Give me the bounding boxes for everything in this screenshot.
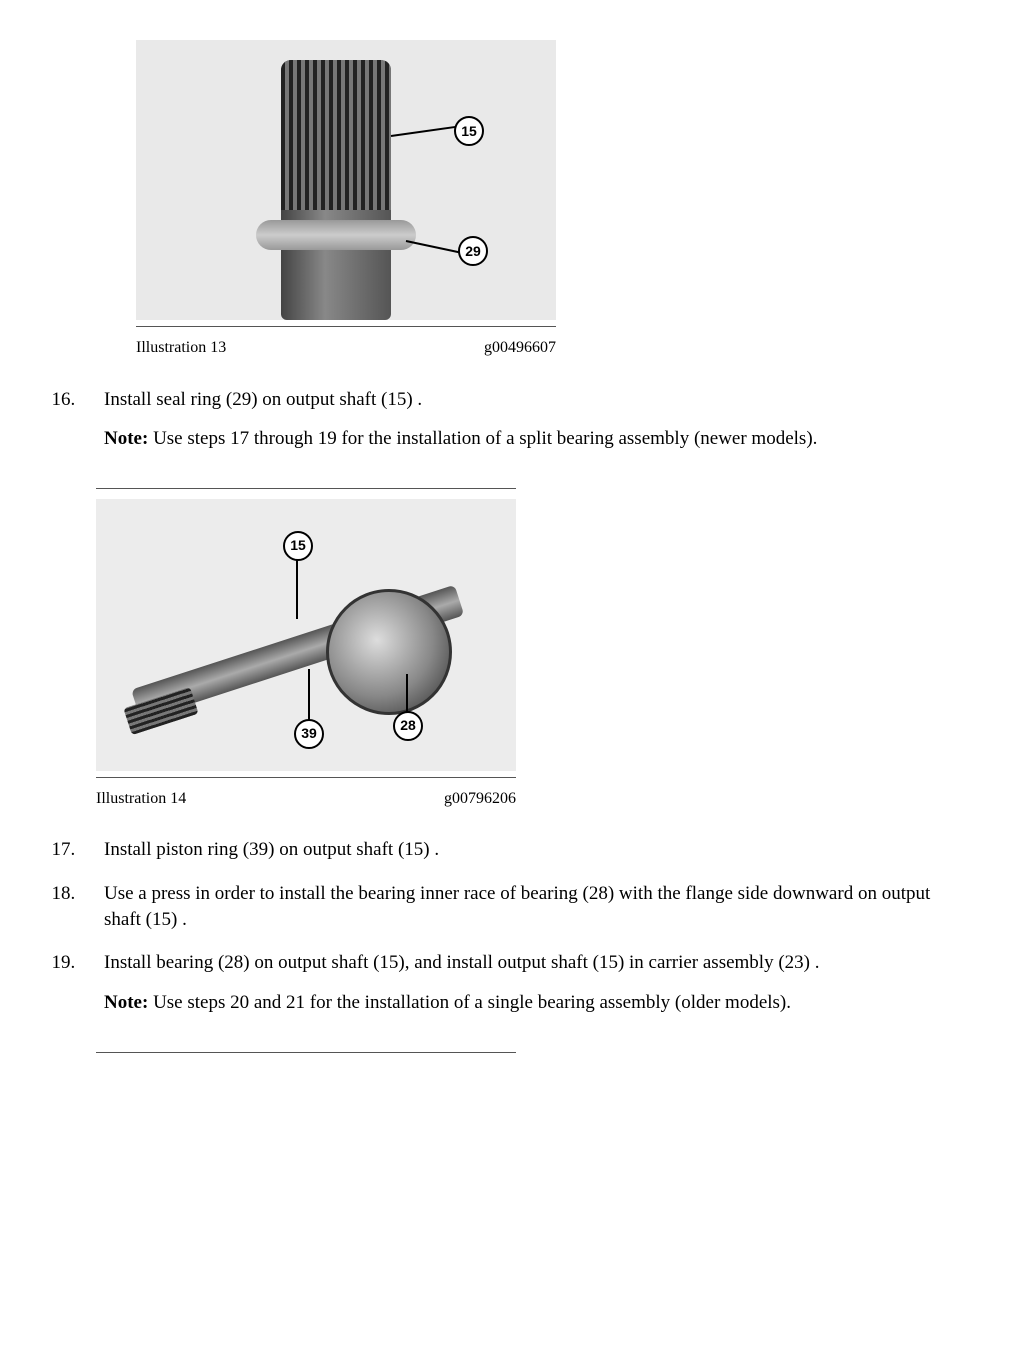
callout-28: 28 [393,711,423,741]
figure-rule [136,326,556,327]
callout-15: 15 [454,116,484,146]
caption-left: Illustration 14 [96,788,186,810]
figure-13-caption: Illustration 13 g00496607 [136,337,556,359]
callout-29: 29 [458,236,488,266]
note-label: Note: [104,428,148,449]
figure-next [96,1052,516,1053]
step-16-text: Install seal ring (29) on output shaft (… [104,389,422,410]
figure-13-image: 15 29 [136,40,556,320]
note-text: Use steps 17 through 19 for the installa… [148,428,817,449]
step-19: Install bearing (28) on output shaft (15… [80,950,964,1052]
callout-39: 39 [294,719,324,749]
caption-right: g00796206 [444,788,516,810]
procedure-steps: Install seal ring (29) on output shaft (… [80,387,964,1053]
figure-13: 15 29 Illustration 13 g00496607 [136,40,556,359]
step-17-text: Install piston ring (39) on output shaft… [104,839,439,860]
caption-left: Illustration 13 [136,337,226,359]
note-text: Use steps 20 and 21 for the installation… [148,992,791,1013]
step-19-note: Note: Use steps 20 and 21 for the instal… [104,990,964,1016]
figure-14-image: 15 39 28 [96,499,516,771]
figure-rule-top [96,1052,516,1053]
step-18: Use a press in order to install the bear… [80,881,964,932]
callout-15: 15 [283,531,313,561]
figure-rule-top [96,488,516,489]
note-label: Note: [104,992,148,1013]
figure-rule [96,777,516,778]
step-16-note: Note: Use steps 17 through 19 for the in… [104,426,964,452]
figure-14: 15 39 28 Illustration 14 g00796206 [96,488,516,810]
caption-right: g00496607 [484,337,556,359]
figure-14-caption: Illustration 14 g00796206 [96,788,516,810]
step-19-text: Install bearing (28) on output shaft (15… [104,952,820,973]
step-17: Install piston ring (39) on output shaft… [80,837,964,863]
step-16: Install seal ring (29) on output shaft (… [80,387,964,810]
step-18-text: Use a press in order to install the bear… [104,883,930,930]
